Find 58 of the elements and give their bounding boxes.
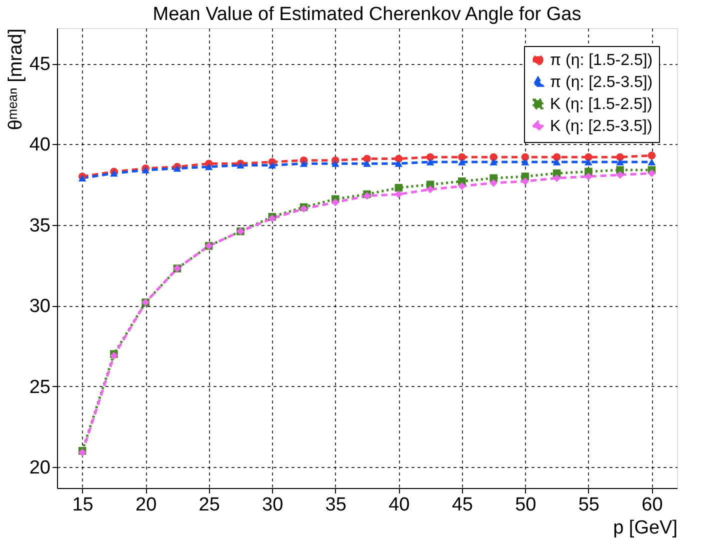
point	[490, 179, 498, 187]
point	[204, 163, 213, 170]
point	[648, 169, 656, 178]
y-tick-label: 35	[29, 215, 50, 236]
x-tick-label: 15	[72, 494, 94, 516]
legend-label: K (η: [2.5-3.5])	[550, 118, 652, 135]
point	[458, 153, 466, 161]
point	[363, 154, 371, 163]
point	[300, 160, 308, 167]
point	[426, 158, 434, 166]
point	[584, 172, 592, 180]
x-tick-label: 50	[515, 494, 536, 516]
point	[268, 162, 276, 169]
point	[490, 158, 498, 166]
point	[552, 158, 561, 166]
x-tick-label: 40	[388, 494, 410, 516]
x-tick-label: 55	[578, 494, 600, 516]
point	[458, 158, 466, 166]
point	[521, 153, 530, 161]
chart-title: Mean Value of Estimated Cherenkov Angle for Gas	[152, 4, 582, 25]
x-axis-title: p [GeV]	[613, 518, 678, 538]
y-tick-label: 20	[29, 458, 50, 479]
point	[331, 198, 340, 206]
y-tick-label: 30	[29, 296, 50, 318]
point	[394, 184, 403, 192]
point	[648, 158, 656, 166]
point	[426, 186, 434, 194]
x-tick-label: 45	[452, 494, 473, 516]
point	[616, 158, 624, 166]
x-tick-label: 60	[642, 494, 663, 516]
y-tick-label: 40	[29, 134, 50, 156]
point	[394, 190, 403, 198]
point	[173, 165, 182, 172]
point	[521, 177, 530, 186]
point	[458, 182, 466, 190]
point	[331, 160, 340, 167]
x-tick-label: 35	[325, 494, 346, 516]
y-tick-label: 25	[29, 376, 50, 398]
point	[363, 160, 371, 167]
x-tick-label: 25	[198, 494, 220, 516]
point	[394, 154, 403, 163]
legend-label: K (η: [1.5-2.5])	[550, 96, 652, 113]
point	[394, 160, 403, 167]
legend-label: π (η: [2.5-3.5])	[550, 74, 653, 91]
point	[584, 158, 592, 166]
point	[521, 158, 530, 166]
y-tick-label: 45	[29, 54, 50, 76]
x-tick-label: 30	[262, 494, 284, 516]
point	[426, 153, 434, 161]
y-axis-title: θᵐᵉᵃⁿ [mrad]	[5, 28, 26, 130]
point	[552, 153, 561, 161]
point	[616, 153, 624, 161]
x-tick-label: 20	[136, 494, 157, 516]
point	[490, 153, 498, 161]
point	[616, 171, 624, 179]
point	[648, 152, 656, 160]
legend-label: π (η: [1.5-2.5])	[550, 52, 653, 69]
point	[552, 174, 561, 182]
